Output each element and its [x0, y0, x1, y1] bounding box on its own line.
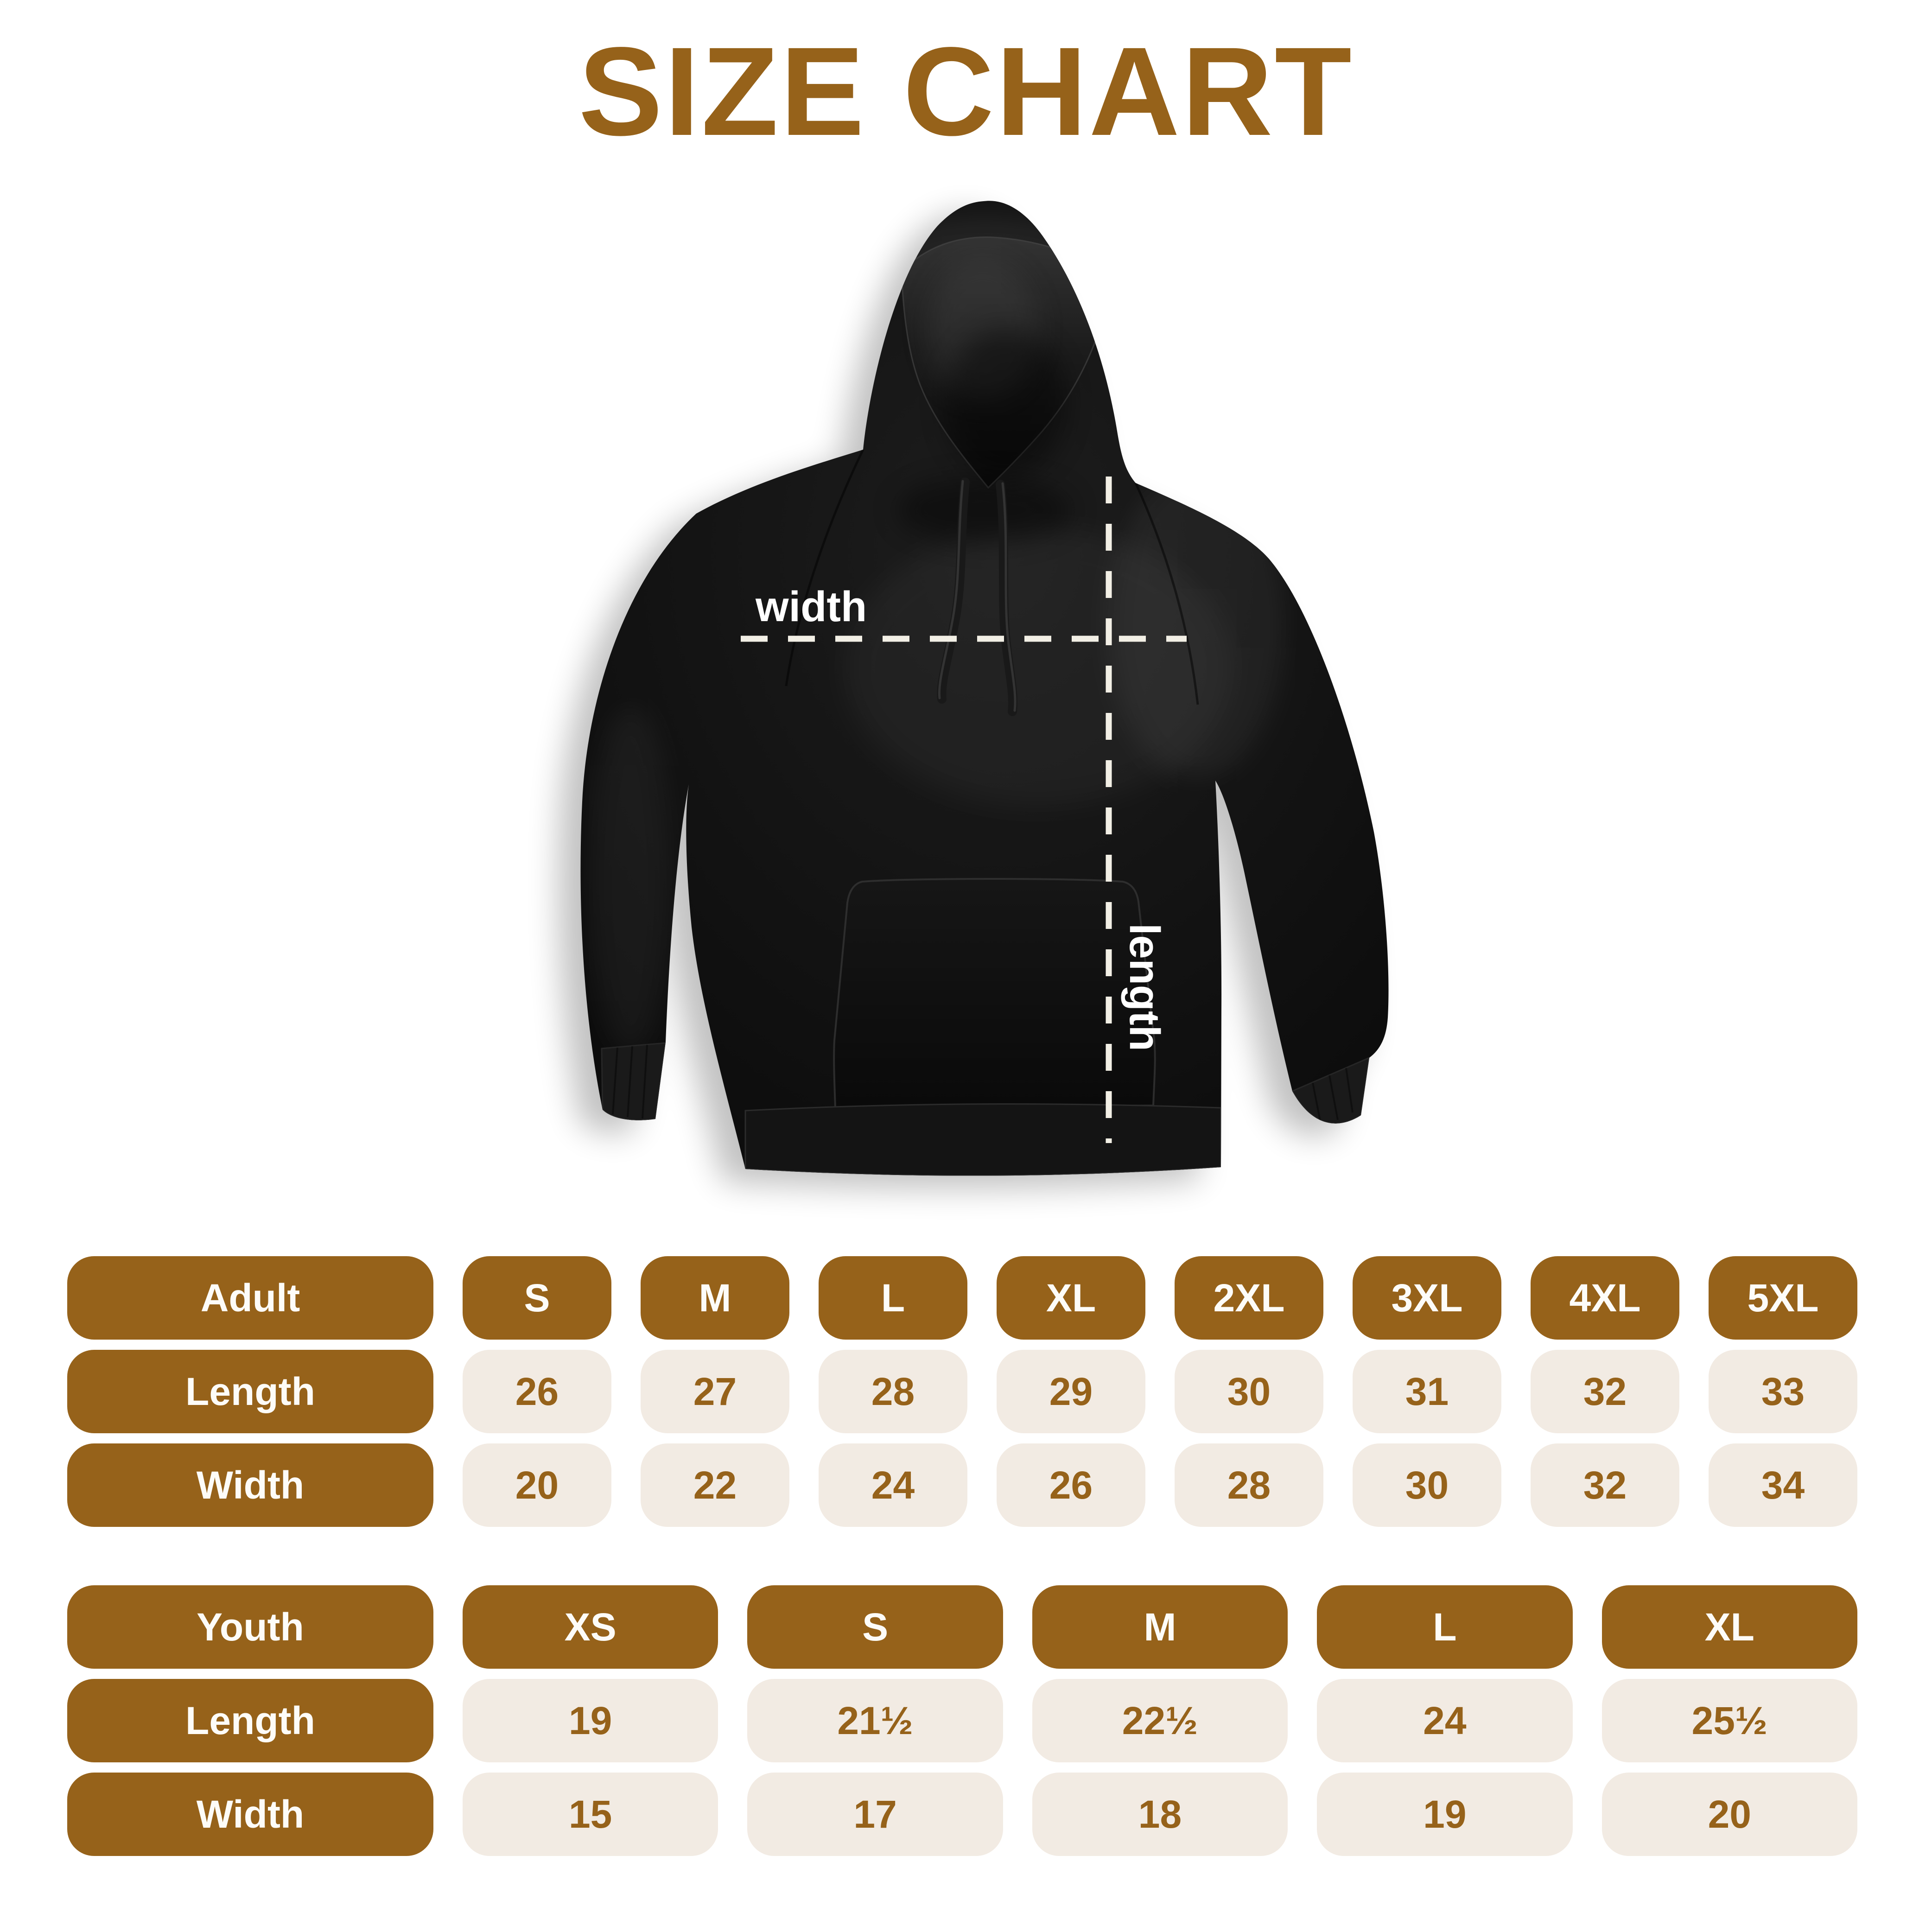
adult-width-2xl: 28	[1175, 1443, 1323, 1527]
page-title: SIZE CHART	[578, 21, 1354, 162]
adult-length-4xl: 32	[1531, 1350, 1679, 1433]
youth-size-col-xs: XS	[463, 1585, 718, 1669]
adult-length-5xl: 33	[1709, 1350, 1857, 1433]
adult-length-xl: 29	[997, 1350, 1145, 1433]
youth-width-m: 18	[1032, 1773, 1288, 1856]
adult-length-row-header: Length	[67, 1350, 433, 1433]
neck-shadow	[897, 477, 1073, 542]
youth-width-s: 17	[747, 1773, 1003, 1856]
adult-width-row-header: Width	[67, 1443, 433, 1527]
shoulder-highlight	[1108, 473, 1284, 779]
youth-length-s: 21½	[747, 1679, 1003, 1762]
adult-width-xl: 26	[997, 1443, 1145, 1527]
adult-size-col-2xl: 2XL	[1175, 1256, 1323, 1340]
adult-width-3xl: 30	[1353, 1443, 1501, 1527]
youth-size-col-s: S	[747, 1585, 1003, 1669]
adult-length-3xl: 31	[1353, 1350, 1501, 1433]
youth-size-col-l: L	[1317, 1585, 1573, 1669]
hoodie-photo: width length	[491, 185, 1465, 1233]
adult-size-col-xl: XL	[997, 1256, 1145, 1340]
adult-table-label: Adult	[67, 1256, 433, 1340]
adult-width-m: 22	[641, 1443, 789, 1527]
youth-length-m: 22½	[1032, 1679, 1288, 1762]
youth-table-label: Youth	[67, 1585, 433, 1669]
cuff-right-ribs	[1312, 1068, 1354, 1126]
youth-width-row-header: Width	[67, 1773, 433, 1856]
hood-inner-shade	[946, 329, 1066, 477]
left-seam	[785, 449, 864, 686]
youth-width-xl: 20	[1602, 1773, 1857, 1856]
hoodie-illustration: width length	[558, 201, 1389, 1189]
youth-size-col-m: M	[1032, 1585, 1288, 1669]
youth-length-xs: 19	[463, 1679, 718, 1762]
kangaroo-pocket	[833, 878, 1156, 1109]
sleeve-highlight	[589, 705, 672, 1057]
drawstring-left	[937, 477, 970, 704]
youth-size-table: Youth XS S M L XL Length 19 21½ 22½ 24 2…	[67, 1585, 1857, 1856]
hem-band	[744, 1103, 1222, 1176]
right-seam	[1134, 482, 1199, 705]
width-measure-label: width	[755, 583, 867, 630]
cuff-left	[601, 1042, 667, 1121]
adult-size-col-4xl: 4XL	[1531, 1256, 1679, 1340]
cuff-left-ribs	[612, 1044, 648, 1119]
adult-width-4xl: 32	[1531, 1443, 1679, 1527]
adult-length-s: 26	[463, 1350, 611, 1433]
adult-size-col-3xl: 3XL	[1353, 1256, 1501, 1340]
youth-length-l: 24	[1317, 1679, 1573, 1762]
adult-size-col-5xl: 5XL	[1709, 1256, 1857, 1340]
adult-width-l: 24	[819, 1443, 967, 1527]
adult-size-col-m: M	[641, 1256, 789, 1340]
adult-width-s: 20	[463, 1443, 611, 1527]
youth-width-l: 19	[1317, 1773, 1573, 1856]
adult-length-m: 27	[641, 1350, 789, 1433]
drawstring-left-highlight	[938, 480, 964, 699]
adult-size-col-l: L	[819, 1256, 967, 1340]
length-measure-label: length	[1121, 923, 1168, 1051]
youth-length-xl: 25½	[1602, 1679, 1857, 1762]
drawstring-right-highlight	[1001, 482, 1017, 712]
adult-width-5xl: 34	[1709, 1443, 1857, 1527]
youth-length-row-header: Length	[67, 1679, 433, 1762]
adult-length-l: 28	[819, 1350, 967, 1433]
youth-size-col-xl: XL	[1602, 1585, 1857, 1669]
youth-width-xs: 15	[463, 1773, 718, 1856]
drawstring-right	[996, 480, 1018, 716]
adult-size-col-s: S	[463, 1256, 611, 1340]
cuff-right	[1291, 1056, 1370, 1125]
adult-size-table: Adult S M L XL 2XL 3XL 4XL 5XL Length 26…	[67, 1256, 1857, 1527]
adult-length-2xl: 30	[1175, 1350, 1323, 1433]
